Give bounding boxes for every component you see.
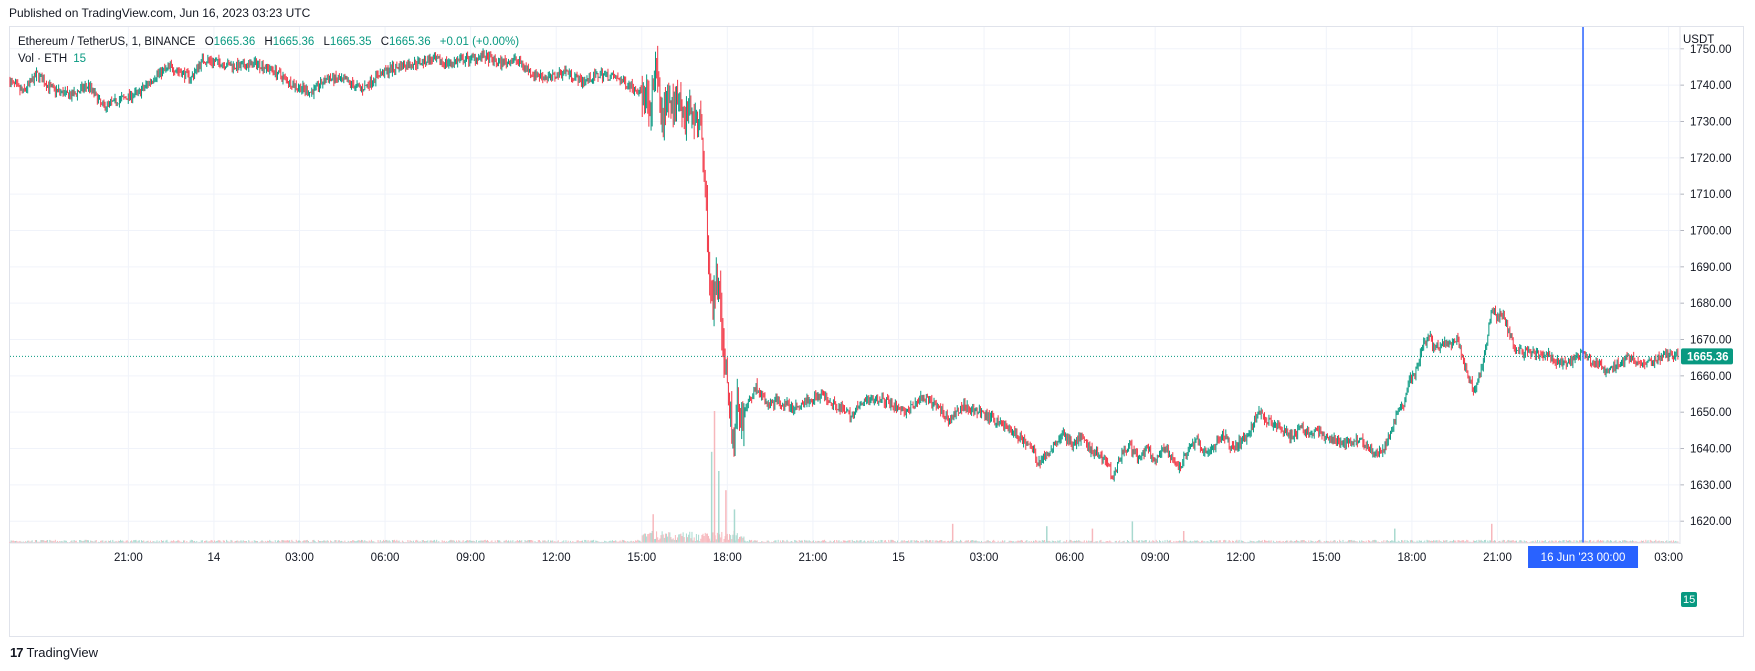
x-tick-label: 03:00 <box>285 552 314 564</box>
x-tick-label: 15 <box>892 552 905 564</box>
published-note: Published on TradingView.com, Jun 16, 20… <box>9 6 311 20</box>
x-tick-label: 15:00 <box>627 552 656 564</box>
x-tick-label: 21:00 <box>114 552 143 564</box>
chart-frame <box>9 26 1744 637</box>
last-price-badge <box>1681 348 1733 365</box>
y-tick-label: 1690.00 <box>1690 262 1732 274</box>
volume-bars <box>9 411 1679 543</box>
x-tick-label: 06:00 <box>1055 552 1084 564</box>
y-tick-label: 1700.00 <box>1690 225 1732 237</box>
y-tick-label: 1620.00 <box>1690 516 1732 528</box>
y-tick-label: 1670.00 <box>1690 335 1732 347</box>
ohlc-row: Ethereum / TetherUS, 1, BINANCE O1665.36… <box>18 34 519 51</box>
volume-badge <box>1681 592 1697 607</box>
volume-badge-label: 15 <box>1683 594 1695 606</box>
x-tick-label: 12:00 <box>542 552 571 564</box>
y-tick-label: 1750.00 <box>1690 44 1732 56</box>
tradingview-logo-icon: 17 <box>10 645 24 660</box>
y-tick-label: 1660.00 <box>1690 371 1732 383</box>
close-value: 1665.36 <box>389 36 431 48</box>
open-label: O <box>204 36 214 48</box>
last-price-label: 1665.36 <box>1687 351 1729 363</box>
y-tick-label: 1650.00 <box>1690 407 1732 419</box>
low-label: L <box>323 36 330 48</box>
crosshair-time-label: 16 Jun '23 00:00 <box>1541 552 1626 564</box>
x-tick-label: 12:00 <box>1226 552 1255 564</box>
crosshair-time-badge <box>1528 546 1639 568</box>
x-tick-label: 14 <box>208 552 221 564</box>
y-tick-label: 1730.00 <box>1690 116 1732 128</box>
x-tick-label: 03:00 <box>1654 552 1683 564</box>
x-tick-label: 21:00 <box>1483 552 1512 564</box>
volume-value: 15 <box>73 53 87 65</box>
brand-name: TradingView <box>26 645 99 660</box>
y-tick-label: 1710.00 <box>1690 189 1732 201</box>
x-tick-label: 21:00 <box>799 552 828 564</box>
low-value: 1665.35 <box>329 36 372 48</box>
time-axis[interactable]: 21:00 14 03:00 06:00 09:00 12:00 15:00 18:00 21:… <box>10 542 1683 568</box>
y-tick-label: 1640.00 <box>1690 444 1732 456</box>
footer-brand[interactable]: 17 TradingView <box>10 645 98 660</box>
grid <box>10 27 1680 543</box>
x-tick-label: 09:00 <box>1141 552 1170 564</box>
x-tick-label: 18:00 <box>713 552 742 564</box>
chart-legend: Ethereum / TetherUS, 1, BINANCE O1665.36… <box>18 34 519 68</box>
price-axis[interactable]: 1620.00 1630.00 1640.00 1650.00 1660.00 1670.… <box>1679 27 1733 607</box>
high-label: H <box>264 36 273 48</box>
x-tick-label: 06:00 <box>371 552 400 564</box>
open-value: 1665.36 <box>213 36 256 48</box>
high-value: 1665.36 <box>272 36 315 48</box>
y-tick-label: 1740.00 <box>1690 80 1732 92</box>
y-tick-label: 1680.00 <box>1690 298 1732 310</box>
x-tick-label: 15:00 <box>1312 552 1341 564</box>
candles <box>9 45 1679 482</box>
symbol-title[interactable]: Ethereum / TetherUS, 1, BINANCE <box>18 36 196 48</box>
y-tick-label: 1720.00 <box>1690 153 1732 165</box>
overlays <box>10 27 1680 543</box>
change-value: +0.01 (+0.00%) <box>439 36 520 48</box>
x-tick-label: 09:00 <box>456 552 485 564</box>
price-unit[interactable]: USDT <box>1683 34 1715 46</box>
volume-row: Vol · ETH 15 <box>18 51 519 68</box>
x-tick-label: 03:00 <box>970 552 999 564</box>
close-label: C <box>380 36 390 48</box>
volume-label[interactable]: Vol · ETH <box>18 53 68 65</box>
y-tick-label: 1630.00 <box>1690 480 1732 492</box>
x-tick-label: 18:00 <box>1397 552 1426 564</box>
